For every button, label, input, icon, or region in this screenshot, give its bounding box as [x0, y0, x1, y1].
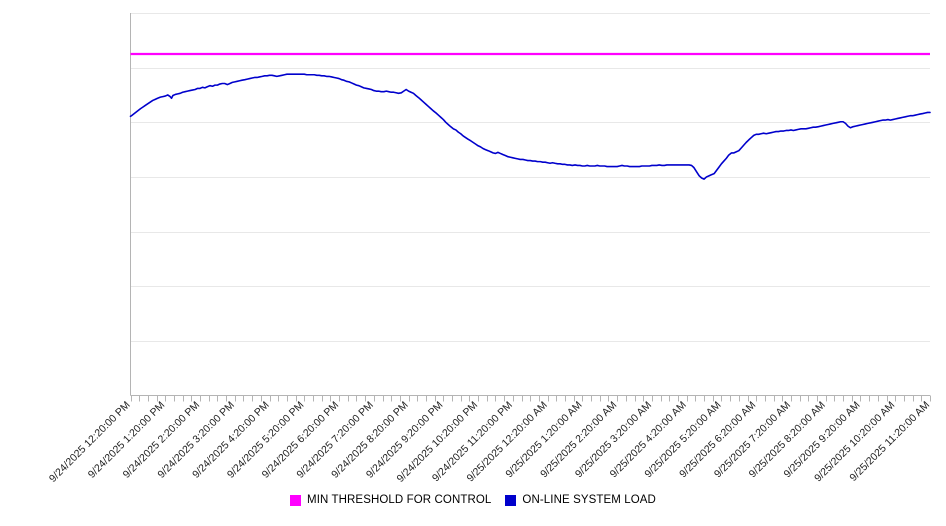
chart-legend: MIN THRESHOLD FOR CONTROL ON-LINE SYSTEM… [0, 494, 946, 506]
legend-label-on-line-system-load: ON-LINE SYSTEM LOAD [522, 494, 656, 506]
legend-item-min-threshold-for-control[interactable]: MIN THRESHOLD FOR CONTROL [290, 494, 491, 506]
legend-swatch-blue-icon [505, 494, 517, 506]
x-axis-tick-marks [131, 395, 931, 402]
series-on-line-system-load [129, 73, 931, 180]
legend-swatch-magenta-icon [290, 494, 302, 506]
y-gridlines [130, 13, 930, 342]
legend-item-on-line-system-load[interactable]: ON-LINE SYSTEM LOAD [505, 494, 656, 506]
legend-label-min-threshold-for-control: MIN THRESHOLD FOR CONTROL [307, 494, 492, 506]
